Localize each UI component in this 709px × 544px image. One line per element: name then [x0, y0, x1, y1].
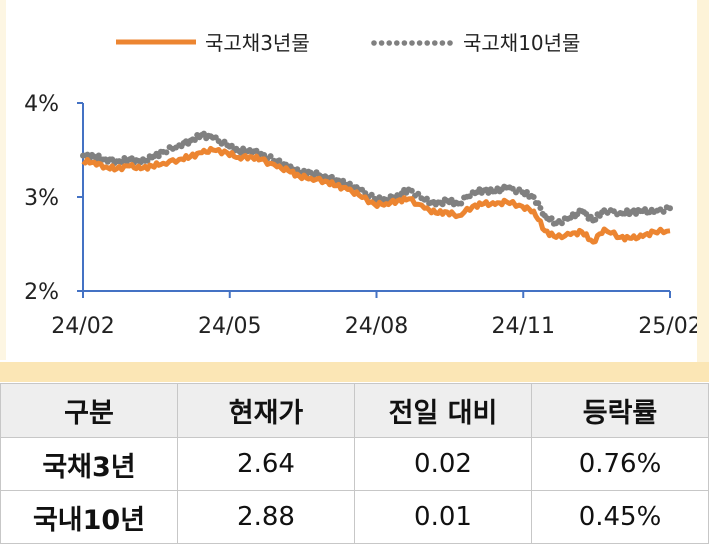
current-price-cell: 2.64 [177, 437, 355, 491]
legend-swatch-10y-dot [409, 40, 415, 46]
series-10y-point [228, 142, 235, 149]
line-chart: 국고채3년물 국고채10년물 4% 3% 2% 24/02 24/05 24/08 24/11… [24, 31, 702, 339]
change-rate-cell: 0.45% [531, 490, 709, 544]
x-tick-label: 25/02 [638, 314, 701, 339]
column-header: 구분 [0, 383, 178, 438]
series-10y-point [530, 194, 537, 200]
legend-swatch-10y-dot [386, 40, 393, 46]
series-10y-point [155, 153, 162, 160]
panel-edge [697, 0, 709, 380]
x-tick-label: 24/11 [492, 314, 555, 339]
series-10y-point [558, 220, 565, 227]
chart-panel: 국고채3년물 국고채10년물 4% 3% 2% 24/02 24/05 24/08 24/11… [24, 31, 702, 339]
series-10y-point [253, 147, 260, 154]
current-price-cell: 2.88 [177, 490, 355, 544]
legend-swatch-10y-dot [432, 40, 438, 46]
y-tick-label: 4% [24, 92, 59, 117]
series-10y-point [276, 157, 283, 164]
legend-label-3y: 국고채3년물 [205, 31, 310, 55]
change-cell: 0.01 [354, 490, 532, 544]
change-rate-cell: 0.76% [531, 437, 709, 491]
series-10y-point [423, 195, 430, 202]
row-label: 국채3년 [0, 437, 178, 491]
series-10y-point [368, 191, 375, 198]
x-tick-label: 24/08 [345, 314, 408, 339]
legend-swatch-10y-dot [416, 40, 423, 46]
column-header: 등락률 [531, 383, 709, 438]
legend-swatch-10y-dot [439, 40, 446, 46]
axes: 4% 3% 2% 24/02 24/05 24/08 24/11 25/02 [24, 92, 702, 339]
legend-swatch-10y-dot [371, 40, 377, 46]
x-tick-label: 24/02 [51, 314, 114, 339]
series-10y-point [328, 173, 335, 180]
table-row: 국내10년 2.88 0.01 0.45% [0, 490, 709, 544]
table-header-row: 구분 현재가 전일 대비 등락률 [0, 383, 709, 438]
y-tick-label: 2% [24, 280, 59, 305]
series-10y-point [448, 196, 455, 203]
change-cell: 0.02 [354, 437, 532, 491]
series-layer [80, 130, 673, 245]
series-10y-point [439, 201, 446, 208]
table-row: 국채3년 2.64 0.02 0.76% [0, 437, 709, 491]
y-tick-label: 3% [24, 186, 59, 211]
legend-label-10y: 국고채10년물 [463, 31, 580, 55]
legend-swatch-10y-dot [401, 40, 408, 46]
series-10y-point [191, 137, 198, 143]
x-tick-label: 24/05 [198, 314, 261, 339]
series-10y-point [458, 200, 465, 207]
legend-swatch-10y-dot [424, 40, 431, 46]
series-10y-point [163, 149, 170, 156]
series-10y-point [583, 211, 590, 217]
panel-edge [0, 0, 6, 360]
quote-table: 구분 현재가 전일 대비 등락률 국채3년 2.64 0.02 0.76% 국내… [0, 383, 709, 544]
series-10y-point [408, 187, 415, 194]
divider-band [0, 362, 709, 382]
series-10y-point [267, 153, 274, 160]
series-10y-point [660, 208, 667, 215]
legend-swatch-10y-dot [447, 40, 453, 46]
series-3y-line [81, 145, 671, 245]
series-10y-point [346, 180, 353, 187]
legend-swatch-10y-dot [378, 40, 385, 46]
series-10y-point [415, 190, 422, 197]
series-10y-point [523, 189, 530, 195]
series-10y-point [200, 130, 207, 137]
series-10y-point [548, 215, 555, 222]
column-header: 현재가 [177, 383, 355, 438]
row-label: 국내10년 [0, 490, 178, 544]
series-10y-point [535, 200, 542, 207]
series-10y-point [667, 205, 673, 212]
legend: 국고채3년물 국고채10년물 [116, 31, 580, 55]
column-header: 전일 대비 [354, 383, 532, 438]
legend-swatch-10y-dot [394, 40, 400, 46]
series-10y-point [537, 205, 544, 211]
series-10y-point [592, 216, 599, 223]
